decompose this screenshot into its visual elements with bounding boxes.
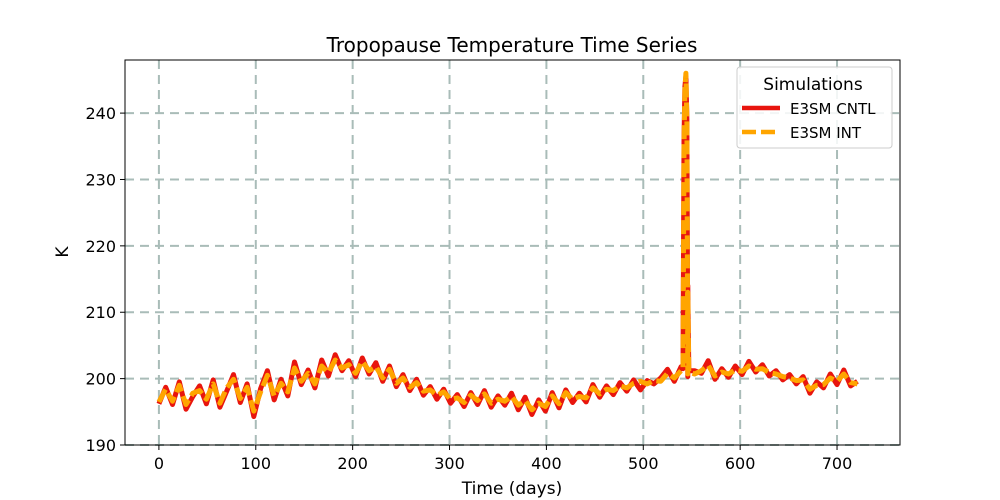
chart-title: Tropopause Temperature Time Series — [326, 33, 698, 57]
x-tick-label: 300 — [434, 454, 465, 473]
x-tick-label: 400 — [531, 454, 562, 473]
y-tick-label: 240 — [85, 104, 116, 123]
legend-label-int: E3SM INT — [790, 124, 862, 142]
legend-box — [736, 66, 893, 149]
x-tick-label: 700 — [822, 454, 853, 473]
legend-title: Simulations — [763, 75, 863, 95]
legend-label-cntl: E3SM CNTL — [790, 100, 876, 118]
y-tick-label: 230 — [85, 170, 116, 189]
y-tick-label: 220 — [85, 237, 116, 256]
axis-ticks: 0 100 200 300 400 500 600 700 190 200 210 220 230 240 — [85, 104, 852, 473]
y-tick-label: 190 — [85, 436, 116, 455]
x-tick-label: 600 — [725, 454, 756, 473]
y-axis-label: K — [53, 246, 73, 258]
y-tick-label: 210 — [85, 303, 116, 322]
legend: Simulations E3SM CNTL E3SM INT — [736, 66, 893, 149]
plot-frame — [124, 59, 901, 446]
x-tick-label: 200 — [337, 454, 368, 473]
y-tick-label: 200 — [85, 370, 116, 389]
x-axis-label: Time (days) — [461, 479, 562, 499]
series-layer — [156, 70, 859, 419]
x-tick-label: 500 — [628, 454, 659, 473]
x-tick-label: 100 — [241, 454, 272, 473]
series-line-int — [156, 70, 858, 414]
x-tick-label: 0 — [154, 454, 164, 473]
